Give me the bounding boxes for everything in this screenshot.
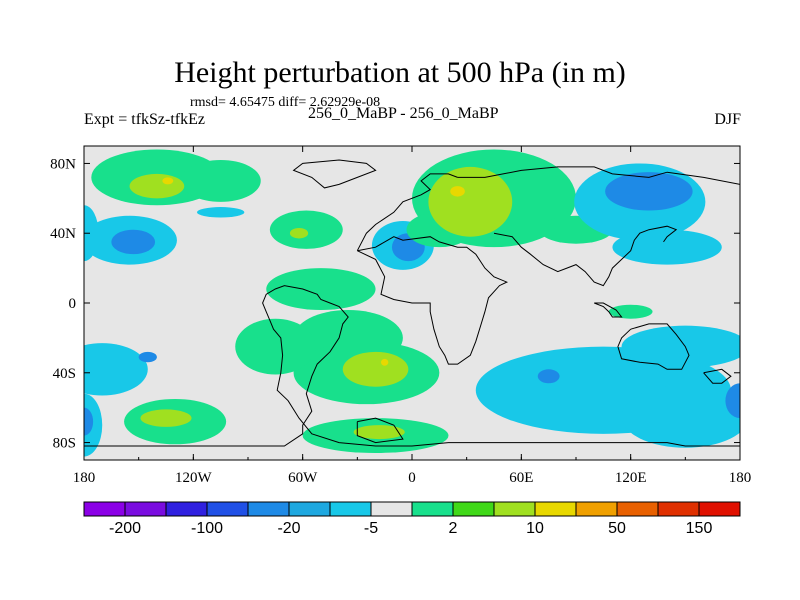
colorbar-label: -200 — [109, 520, 141, 537]
coastline-1 — [356, 417, 404, 444]
coastline-3 — [356, 173, 458, 251]
lime-europe — [428, 166, 513, 237]
x-axis: 180 120W 60W 0 60E 120E 180 — [73, 146, 752, 486]
cyan-east-asia — [612, 229, 722, 265]
y-tick-label: 80N — [50, 156, 76, 172]
colorbar-box — [124, 501, 167, 517]
blue-south-indian — [537, 369, 560, 384]
colorbar: -200 -100 -20 -5 2 10 50 150 — [83, 501, 741, 537]
coastline-0 — [84, 285, 740, 447]
coastlines — [84, 159, 740, 447]
yellow-spot-europe — [450, 186, 465, 197]
coastline-2 — [292, 159, 377, 189]
colorbar-box — [616, 501, 659, 517]
colorbar-box — [411, 501, 454, 517]
contour-fills — [84, 149, 740, 457]
colorbar-label: -100 — [191, 520, 223, 537]
green-tropical-strip — [266, 268, 376, 310]
cyan-south-pacific-west — [84, 343, 148, 396]
colorbar-box — [575, 501, 618, 517]
green-south-america — [235, 318, 316, 375]
y-tick-label: 80S — [53, 436, 76, 452]
x-tick-label: 180 — [729, 470, 752, 486]
colorbar-label: -5 — [364, 520, 378, 537]
colorbar-box — [657, 501, 700, 517]
colorbar-box — [206, 501, 249, 517]
blue-south-east-edge — [725, 383, 740, 419]
green-band-east-pacific — [180, 159, 261, 202]
x-tick-label: 120W — [175, 470, 213, 486]
blue-arctic-asia — [605, 172, 693, 211]
yellow-spot-south-atlantic — [381, 358, 389, 366]
colorbar-box — [288, 501, 331, 517]
coastline-9 — [594, 302, 623, 318]
experiment-label: Expt = tfkSz-tfkEz — [84, 111, 205, 128]
blue-southwest-edge — [84, 407, 94, 436]
y-tick-label: 40N — [50, 226, 76, 242]
colorbar-box — [698, 501, 741, 517]
coastline-6 — [493, 225, 678, 287]
colorbar-box — [493, 501, 536, 517]
coastline-7 — [617, 323, 690, 370]
colorbar-box — [534, 501, 577, 517]
colorbar-box — [370, 501, 413, 517]
colorbar-label: 10 — [526, 520, 544, 537]
colorbar-label: 2 — [449, 520, 458, 537]
lime-patch-north-pacific — [129, 173, 185, 199]
colorbar-label: 50 — [608, 520, 626, 537]
cyan-west-edge-south — [84, 393, 103, 457]
y-tick-label: 40S — [53, 366, 76, 382]
run-label: 256_0_MaBP - 256_0_MaBP — [308, 105, 499, 122]
lime-midlat-atlantic — [289, 227, 309, 239]
colorbar-label: -20 — [277, 520, 300, 537]
lime-south-atlantic — [342, 351, 409, 387]
yellow-spot-north-pacific — [162, 177, 174, 185]
y-tick-label: 0 — [69, 296, 77, 312]
stats-label: rmsd= 4.65475 diff= 2.62929e-08 — [190, 95, 381, 110]
cyan-west-edge — [84, 205, 99, 262]
season-label: DJF — [714, 111, 741, 128]
x-tick-label: 60E — [509, 470, 533, 486]
colorbar-box — [247, 501, 290, 517]
cyan-strip-north — [196, 207, 245, 218]
coastline-5 — [457, 166, 740, 185]
blue-north-atlantic-west — [111, 229, 156, 255]
y-axis: 80N 40N 0 40S 80S — [50, 156, 740, 452]
coastline-4 — [357, 236, 509, 365]
x-tick-label: 180 — [73, 470, 96, 486]
x-tick-label: 120E — [615, 470, 647, 486]
coastline-8 — [703, 368, 732, 384]
blue-south-pacific-west — [138, 351, 157, 363]
lime-south-pacific — [140, 409, 192, 427]
x-tick-label: 0 — [408, 470, 416, 486]
colorbar-box — [452, 501, 495, 517]
x-tick-label: 60W — [288, 470, 318, 486]
colorbar-box — [83, 501, 126, 517]
cyan-south-east-low — [621, 384, 740, 448]
colorbar-label: 150 — [686, 520, 713, 537]
lime-southern-ocean — [353, 425, 405, 440]
green-midlat-atlantic — [269, 210, 343, 249]
chart-title: Height perturbation at 500 hPa (in m) — [174, 56, 626, 89]
colorbar-box — [165, 501, 208, 517]
colorbar-box — [329, 501, 372, 517]
cyan-south-east — [621, 325, 740, 368]
